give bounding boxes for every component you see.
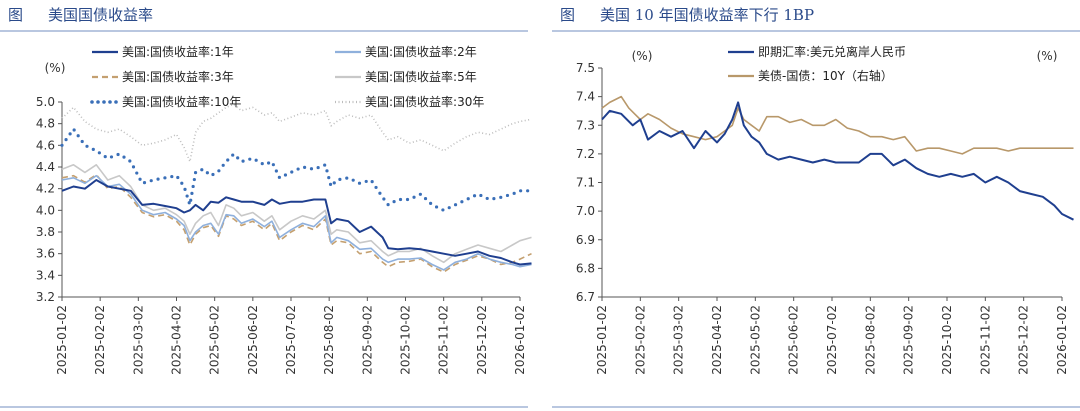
series-line xyxy=(61,103,532,163)
bottom-rule xyxy=(0,406,528,408)
series-line xyxy=(601,95,1074,155)
x-tick-label: 2025-03-02 xyxy=(672,305,686,375)
y-unit-label: (%) xyxy=(45,61,66,75)
series-line xyxy=(60,126,534,213)
x-tick-label: 2025-08-02 xyxy=(863,305,877,375)
right-chart-title: 图 美国 10 年国债收益率下行 1BP xyxy=(560,4,814,25)
x-tick-label: 2026-01-02 xyxy=(1055,305,1069,375)
series-line xyxy=(61,179,532,266)
legend-label: 美债-国债：10Y（右轴） xyxy=(758,68,893,83)
y-tick-label: 7.5 xyxy=(576,61,595,75)
top-rule xyxy=(552,30,1080,32)
left-chart-panel: 图 美国国债收益率 3.2 3.4 3.6 3.8 4.0 4.2 4.4 4.6 4.8 5.0 (… xyxy=(0,0,534,411)
y-tick-label: 6.8 xyxy=(576,261,595,275)
x-tick-label: 2025-05-02 xyxy=(208,305,222,375)
y-tick-label: 5.0 xyxy=(36,95,55,109)
series-line xyxy=(61,174,532,271)
y-tick-label: 6.7 xyxy=(576,290,595,304)
legend-label: 即期汇率:美元兑离岸人民币 xyxy=(758,44,906,59)
y-tick-label: 7.0 xyxy=(576,204,595,218)
figure-label: 图 xyxy=(8,6,24,24)
x-tick-label: 2025-06-02 xyxy=(246,305,260,375)
left-chart: 3.2 3.4 3.6 3.8 4.0 4.2 4.4 4.6 4.8 5.0 (%) 2025-01… xyxy=(36,44,534,375)
y2-unit-label: (%) xyxy=(1037,49,1058,63)
y-tick-label: 7.1 xyxy=(576,176,595,190)
x-tick-label: 2025-03-02 xyxy=(131,305,145,375)
series-line xyxy=(601,101,1074,221)
title-text: 美国国债收益率 xyxy=(48,6,154,24)
legend-label: 美国:国债收益率:5年 xyxy=(365,69,477,84)
x-tick-label: 2025-06-02 xyxy=(787,305,801,375)
x-tick-label: 2025-11-02 xyxy=(978,305,992,375)
x-tick-label: 2025-02-02 xyxy=(633,305,647,375)
x-tick-label: 2025-07-02 xyxy=(284,305,298,375)
y-unit-label: (%) xyxy=(632,49,653,63)
x-tick-label: 2025-04-02 xyxy=(170,305,184,375)
legend-label: 美国:国债收益率:1年 xyxy=(122,44,234,59)
bottom-rule xyxy=(552,406,1080,408)
title-text: 美国 10 年国债收益率下行 1BP xyxy=(600,6,815,24)
right-chart-panel: 图 美国 10 年国债收益率下行 1BP 6.7 6.8 6.9 7.0 7.1 7.2 7.… xyxy=(552,0,1080,411)
right-chart: 6.7 6.8 6.9 7.0 7.1 7.2 7.3 7.4 7.5 (%) (%) 2025-01… xyxy=(576,44,1074,375)
x-tick-label: 2025-01-02 xyxy=(55,305,69,375)
x-tick-label: 2025-12-02 xyxy=(475,305,489,375)
y-tick-label: 7.4 xyxy=(576,90,595,104)
y-tick-label: 3.8 xyxy=(36,225,55,239)
legend-label: 美国:国债收益率:2年 xyxy=(365,44,477,59)
x-tick-label: 2025-09-02 xyxy=(360,305,374,375)
legend-label: 美国:国债收益率:10年 xyxy=(122,94,241,109)
top-rule xyxy=(0,30,528,32)
figure-label: 图 xyxy=(560,6,576,24)
y-tick-label: 7.3 xyxy=(576,118,595,132)
y-tick-label: 4.6 xyxy=(36,138,55,152)
x-tick-label: 2025-01-02 xyxy=(595,305,609,375)
x-tick-label: 2025-10-02 xyxy=(940,305,954,375)
y-tick-label: 3.6 xyxy=(36,247,55,261)
x-tick-label: 2025-02-02 xyxy=(93,305,107,375)
x-tick-label: 2026-01-02 xyxy=(513,305,527,375)
series-line xyxy=(61,164,532,264)
x-tick-label: 2025-11-02 xyxy=(437,305,451,375)
x-tick-label: 2025-05-02 xyxy=(748,305,762,375)
x-tick-label: 2025-07-02 xyxy=(825,305,839,375)
x-tick-label: 2025-10-02 xyxy=(399,305,413,375)
x-tick-label: 2025-09-02 xyxy=(902,305,916,375)
x-tick-label: 2025-04-02 xyxy=(710,305,724,375)
y-tick-label: 7.2 xyxy=(576,147,595,161)
y-tick-label: 4.4 xyxy=(36,160,55,174)
x-tick-label: 2025-08-02 xyxy=(322,305,336,375)
y-tick-label: 4.0 xyxy=(36,203,55,217)
x-tick-label: 2025-12-02 xyxy=(1017,305,1031,375)
y-tick-label: 6.9 xyxy=(576,233,595,247)
left-chart-title: 图 美国国债收益率 xyxy=(8,4,153,25)
series-line xyxy=(61,173,532,273)
y-tick-label: 4.2 xyxy=(36,182,55,196)
y-tick-label: 3.4 xyxy=(36,268,55,282)
legend-label: 美国:国债收益率:3年 xyxy=(122,69,234,84)
y-tick-label: 3.2 xyxy=(36,290,55,304)
y-tick-label: 4.8 xyxy=(36,117,55,131)
legend-label: 美国:国债收益率:30年 xyxy=(365,94,484,109)
